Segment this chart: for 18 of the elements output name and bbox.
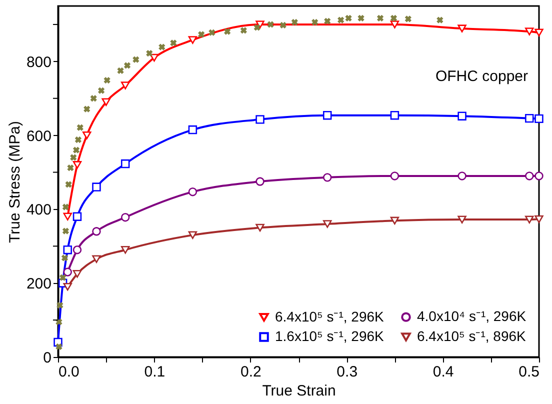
x-tick-label: 0.0 — [58, 364, 80, 380]
y-axis-title: True Stress (MPa) — [6, 121, 24, 243]
y-tick-label: 200 — [26, 276, 52, 293]
x-tick-label: 0.2 — [240, 364, 262, 380]
y-tick-label: 600 — [26, 128, 52, 145]
legend-label: 4.0x10⁴ s⁻¹, 296K — [417, 308, 527, 324]
y-tick-label: 800 — [26, 54, 52, 71]
x-tick-label: 0.4 — [432, 364, 454, 380]
x-axis-title: True Strain — [262, 382, 336, 400]
annotation: OFHC copper — [435, 68, 528, 85]
legend-label: 1.6x10⁵ s⁻¹, 296K — [275, 328, 385, 344]
legend-label: 6.4x10⁵ s⁻¹, 896K — [417, 328, 527, 344]
y-tick-label: 400 — [26, 202, 52, 219]
x-tick-label: 0.3 — [336, 364, 358, 380]
legend-label: 6.4x10⁵ s⁻¹, 296K — [275, 308, 385, 324]
y-tick-label: 0 — [43, 350, 52, 366]
x-tick-label: 0.1 — [144, 364, 166, 380]
x-tick-label: 0.5 — [518, 364, 540, 380]
